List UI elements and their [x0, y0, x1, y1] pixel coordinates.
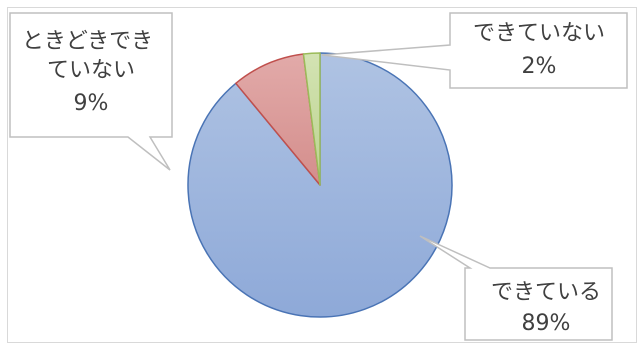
- data-label-value: 9%: [74, 91, 109, 116]
- data-label-category-line: ときどきでき: [22, 29, 153, 54]
- data-label-callout-can: できている 89%: [419, 235, 613, 341]
- data-label-category: できていない: [473, 21, 605, 46]
- data-label-value: 89%: [522, 311, 571, 336]
- data-label-category: できている: [491, 280, 601, 305]
- data-label-category-line: ていない: [47, 58, 135, 83]
- data-label-category: ときどきでき ていない: [22, 29, 160, 83]
- pie-slices: [187, 52, 453, 318]
- pie-slice-2: [302, 52, 321, 186]
- data-label-callout-cannot: できていない 2%: [321, 12, 628, 89]
- data-label-value: 2%: [522, 54, 557, 79]
- data-label-callout-sometimes: ときどきでき ていない 9%: [9, 12, 173, 171]
